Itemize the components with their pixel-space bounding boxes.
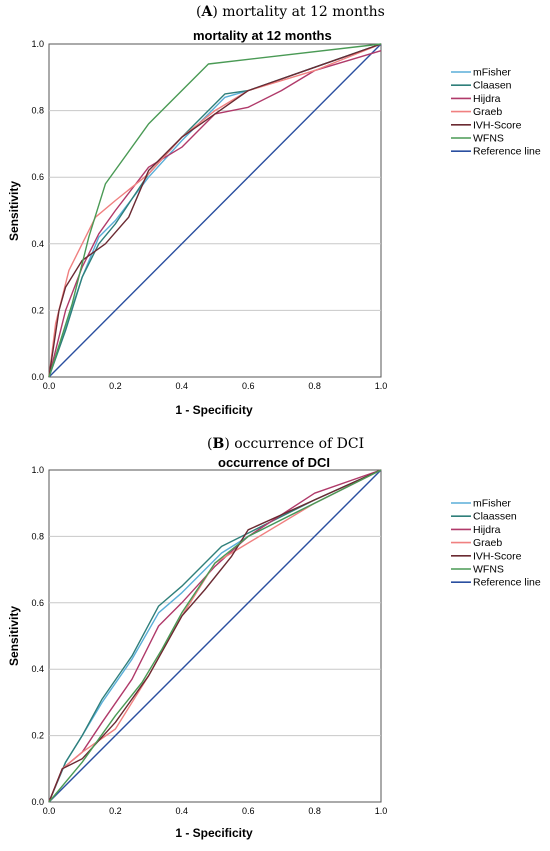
panel-b-caption: (B) occurrence of DCI [207, 436, 364, 452]
series-line-ivh-score [48, 43, 382, 378]
series-line-wfns [48, 43, 382, 378]
series-line-graeb [48, 43, 382, 378]
panel-b-x-label: 1 - Specificity [175, 826, 253, 840]
panel-b-caption-text: occurrence of DCI [234, 436, 364, 452]
x-tick-label: 0.4 [176, 381, 189, 391]
legend-label: Claasen [473, 80, 512, 92]
y-tick-label: 0.2 [31, 305, 44, 315]
panel-b-grid [49, 535, 381, 737]
panel-a-y-label: Sensitivity [7, 181, 21, 241]
y-tick-label: 0.0 [31, 797, 44, 807]
panel-a-title: mortality at 12 months [193, 28, 332, 43]
legend-label: Hijdra [473, 524, 501, 536]
legend-label: WFNS [473, 564, 504, 576]
panel-a-ticks: 0.00.0 0.2 0.2 0.4 0.4 0.6 0.6 0.8 0.8 1.0 1.0 [31, 39, 387, 391]
series-line-reference-line [48, 43, 382, 378]
panel-b-y-label: Sensitivity [7, 606, 21, 666]
legend-label: WFNS [473, 133, 504, 145]
panel-a-caption-text: mortality at 12 months [222, 4, 385, 20]
series-line-wfns [48, 469, 382, 803]
legend-label: IVH-Score [473, 119, 522, 131]
legend-label: mFisher [473, 67, 511, 79]
x-tick-label: 0.0 [43, 381, 56, 391]
legend-label: Graeb [473, 106, 502, 118]
y-tick-label: 0.8 [31, 531, 44, 541]
legend-label: Claassen [473, 511, 517, 523]
y-tick-label: 0.6 [31, 598, 44, 608]
y-tick-label: 0.4 [31, 664, 44, 674]
y-tick-label: 1.0 [31, 39, 44, 49]
legend-label: IVH-Score [473, 550, 522, 562]
y-tick-label: 0.4 [31, 239, 44, 249]
panel-b-plot-frame [48, 469, 382, 803]
legend-label: mFisher [473, 498, 511, 510]
legend-label: Hijdra [473, 93, 501, 105]
y-tick-label: 0.2 [31, 731, 44, 741]
series-line-hijdra [48, 50, 382, 378]
x-tick-label: 0.0 [43, 806, 56, 816]
panel-b-label: B [212, 436, 224, 452]
panel-b-series [48, 469, 382, 803]
y-tick-label: 0.0 [31, 372, 44, 382]
legend-label: Reference line [473, 146, 541, 158]
x-tick-label: 0.2 [109, 381, 122, 391]
legend-label: Reference line [473, 577, 541, 589]
x-tick-label: 0.2 [109, 806, 122, 816]
y-tick-label: 1.0 [31, 465, 44, 475]
y-tick-label: 0.6 [31, 172, 44, 182]
panel-b: (B) occurrence of DCI occurrence of DCI … [7, 436, 541, 840]
panel-b-ticks: 0.00.0 0.2 0.2 0.4 0.4 0.6 0.6 0.8 0.8 1.0 1.0 [31, 465, 387, 816]
x-tick-label: 1.0 [375, 381, 388, 391]
x-tick-label: 0.6 [242, 806, 255, 816]
y-tick-label: 0.8 [31, 106, 44, 116]
x-tick-label: 0.6 [242, 381, 255, 391]
panel-a-label: A [200, 4, 213, 20]
legend-label: Graeb [473, 537, 502, 549]
panel-a-caption: (A) mortality at 12 months [196, 4, 385, 20]
x-tick-label: 0.8 [308, 381, 321, 391]
x-tick-label: 0.8 [308, 806, 321, 816]
x-tick-label: 0.4 [176, 806, 189, 816]
panel-b-title: occurrence of DCI [218, 455, 330, 470]
series-line-reference-line [48, 469, 382, 803]
panel-a-x-label: 1 - Specificity [175, 403, 253, 417]
panel-a-series [48, 43, 382, 378]
panel-a-plot-frame [48, 43, 382, 378]
panel-a: (A) mortality at 12 months mortality at … [7, 4, 541, 417]
series-line-ivh-score [48, 469, 382, 803]
x-tick-label: 1.0 [375, 806, 388, 816]
